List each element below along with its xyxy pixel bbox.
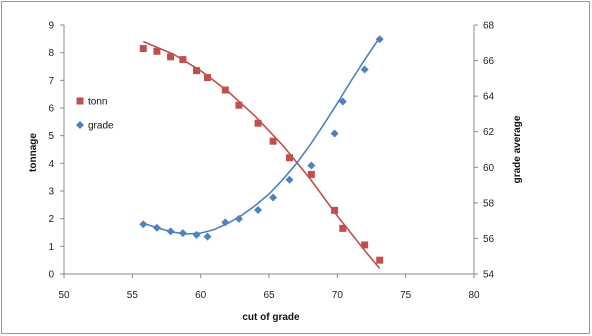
y-left-tick-label: 0 xyxy=(48,270,54,281)
point-tonn xyxy=(307,170,315,178)
trendline-grade xyxy=(143,37,381,235)
trendline-tonn xyxy=(142,40,381,270)
point-tonn xyxy=(286,154,293,162)
y-left-tick-label: 7 xyxy=(48,76,54,87)
legend-label-tonn: tonn xyxy=(88,97,107,108)
y-left-tick-label: 2 xyxy=(48,214,54,225)
y-right-tick-label: 54 xyxy=(483,270,495,281)
point-tonn xyxy=(167,53,175,61)
x-tick-label: 55 xyxy=(127,290,139,301)
x-tick-label: 75 xyxy=(400,290,412,301)
point-tonn xyxy=(204,74,211,82)
point-tonn xyxy=(254,119,262,127)
x-tick-label: 50 xyxy=(58,290,70,301)
point-grade xyxy=(139,220,148,229)
y-right-tick-label: 64 xyxy=(483,92,495,103)
point-grade xyxy=(203,232,212,241)
point-grade xyxy=(360,65,369,74)
y-axis-right-title: grade average xyxy=(512,115,523,183)
y-right-tick-label: 56 xyxy=(483,234,495,245)
point-tonn xyxy=(153,47,161,55)
point-tonn xyxy=(179,56,187,64)
point-grade xyxy=(192,230,201,239)
y-left-tick-label: 4 xyxy=(48,159,54,170)
x-tick-label: 60 xyxy=(195,290,207,301)
point-tonn xyxy=(193,67,201,75)
point-grade xyxy=(254,205,263,214)
y-left-tick-label: 3 xyxy=(48,187,54,198)
point-grade xyxy=(166,227,175,236)
point-grade xyxy=(234,214,243,223)
point-grade xyxy=(375,35,384,44)
point-tonn xyxy=(269,137,277,145)
point-tonn xyxy=(139,45,147,53)
legend-label-grade: grade xyxy=(88,121,114,132)
point-tonn xyxy=(331,206,339,214)
point-grade xyxy=(330,129,339,138)
y-left-tick-label: 5 xyxy=(48,131,54,142)
point-tonn xyxy=(376,256,384,264)
point-grade xyxy=(269,193,278,202)
y-left-tick-label: 6 xyxy=(48,104,54,115)
point-tonn xyxy=(221,86,229,94)
y-axis-left-title: tonnage xyxy=(28,133,39,172)
x-tick-label: 80 xyxy=(468,290,480,301)
point-tonn xyxy=(361,241,369,249)
point-grade xyxy=(307,161,316,170)
y-right-tick-label: 66 xyxy=(483,56,495,67)
y-right-tick-label: 58 xyxy=(483,198,495,209)
legend-marker-tonn xyxy=(76,97,84,105)
point-grade xyxy=(221,218,230,227)
legend-marker-grade xyxy=(76,121,84,129)
y-right-tick-label: 68 xyxy=(483,21,495,32)
point-grade xyxy=(338,97,347,106)
y-right-tick-label: 62 xyxy=(483,127,495,138)
point-grade xyxy=(285,175,294,184)
x-tick-label: 70 xyxy=(332,290,344,301)
y-right-tick-label: 60 xyxy=(483,163,495,174)
y-left-tick-label: 8 xyxy=(48,48,54,59)
point-tonn xyxy=(235,101,243,109)
y-left-tick-label: 9 xyxy=(48,21,54,32)
y-left-tick-label: 1 xyxy=(48,242,54,253)
point-tonn xyxy=(339,224,347,232)
x-tick-label: 65 xyxy=(263,290,275,301)
x-axis-title: cut of grade xyxy=(242,312,300,323)
point-grade xyxy=(178,229,187,238)
point-grade xyxy=(152,223,161,232)
